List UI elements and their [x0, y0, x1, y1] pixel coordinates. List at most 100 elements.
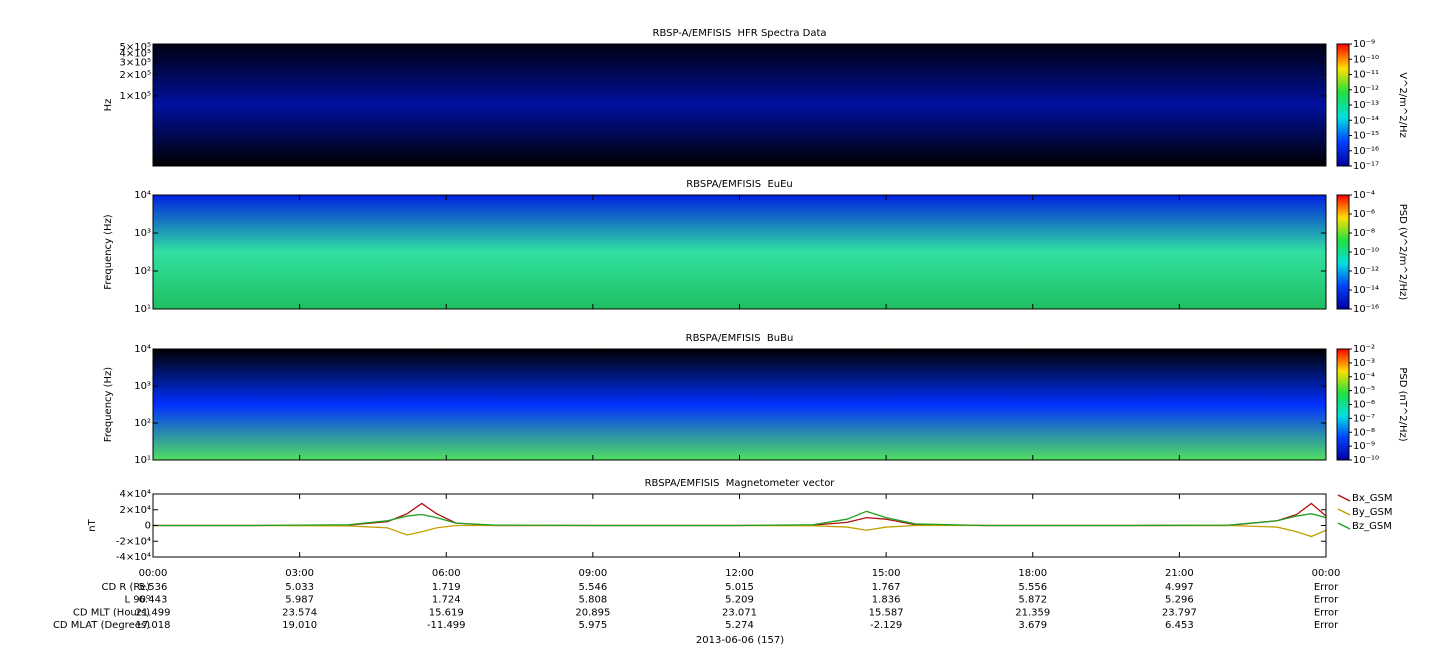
y-tick-label: 2×10⁵: [120, 70, 151, 81]
colorbar-tick-label: 10⁻¹⁰: [1353, 54, 1379, 65]
colorbar-tick-label: 10⁻⁶: [1353, 400, 1375, 411]
ephemeris-value: 1.767: [872, 582, 901, 593]
colorbar-tick-label: 10⁻⁶: [1353, 209, 1375, 220]
ephemeris-value: 1.836: [872, 595, 901, 606]
legend-label: Bx_GSM: [1352, 493, 1393, 504]
series-line: [153, 502, 1327, 527]
ephemeris-value: 6.453: [1165, 620, 1194, 631]
colorbar-tick-label: 10⁻¹³: [1353, 100, 1379, 111]
y-tick-label: 10¹: [134, 304, 151, 315]
colorbar-tick-label: 10⁻⁴: [1353, 190, 1375, 201]
legend-label: By_GSM: [1352, 507, 1393, 518]
y-tick-label: 4×10⁴: [120, 489, 151, 500]
spectrogram-image: [153, 349, 1326, 460]
ephemeris-value: 5.546: [579, 582, 608, 593]
ephemeris-value: 5.975: [579, 620, 608, 631]
ephemeris-value: 5.536: [139, 582, 168, 593]
ephemeris-value: 21.499: [136, 607, 171, 618]
colorbar-label: PSD (V^2/m^2/Hz): [1397, 204, 1408, 301]
ephemeris-value: 6.443: [139, 595, 168, 606]
colorbar: [1336, 43, 1350, 167]
ephemeris-value: 23.797: [1162, 607, 1197, 618]
colorbar-tick-label: 10⁻¹²: [1353, 85, 1379, 96]
colorbar: [1336, 194, 1350, 310]
y-tick-label: 10⁴: [134, 344, 151, 355]
x-tick-label: 09:00: [578, 568, 607, 579]
ephemeris-value: Error: [1314, 595, 1339, 606]
panel-title: RBSPA/EMFISIS BuBu: [686, 333, 794, 344]
ephemeris-label: CD MLAT (Degrees): [53, 620, 150, 631]
colorbar-tick-label: 10⁻³: [1353, 358, 1375, 369]
colorbar-tick-label: 10⁻¹⁶: [1353, 304, 1379, 315]
colorbar-tick-label: 10⁻²: [1353, 344, 1375, 355]
ephemeris-value: 4.997: [1165, 582, 1194, 593]
ephemeris-value: Error: [1314, 620, 1339, 631]
ephemeris-label: CD MLT (Hours): [73, 607, 150, 618]
y-axis-label: Frequency (Hz): [103, 214, 114, 290]
spectrogram-image: [153, 195, 1326, 309]
y-tick-label: -4×10⁴: [116, 552, 151, 563]
ephemeris-value: 5.987: [285, 595, 314, 606]
y-axis-label: Hz: [103, 99, 114, 112]
ephemeris-label: L 90⁰: [125, 595, 150, 606]
ephemeris-value: 5.872: [1018, 595, 1047, 606]
y-tick-label: 0: [145, 521, 151, 532]
ephemeris-value: 1.719: [432, 582, 461, 593]
colorbar-label: V^2/m^2/Hz: [1397, 72, 1408, 138]
ephemeris-value: 5.033: [285, 582, 314, 593]
ephemeris-value: 15.619: [429, 607, 464, 618]
colorbar-tick-label: 10⁻⁸: [1353, 427, 1375, 438]
ephemeris-label: CD R (Re): [102, 582, 151, 593]
colorbar-tick-label: 10⁻¹⁰: [1353, 247, 1379, 258]
x-tick-label: 12:00: [725, 568, 754, 579]
panel-title: RBSP-A/EMFISIS HFR Spectra Data: [653, 28, 827, 39]
ephemeris-value: Error: [1314, 607, 1339, 618]
y-tick-label: 10³: [134, 381, 151, 392]
ephemeris-value: 5.556: [1018, 582, 1047, 593]
ephemeris-value: 17.018: [136, 620, 171, 631]
panel-title: RBSPA/EMFISIS Magnetometer vector: [645, 478, 836, 489]
x-tick-label: 18:00: [1018, 568, 1047, 579]
colorbar-tick-label: 10⁻¹⁵: [1353, 131, 1379, 142]
series-line: [153, 524, 1327, 538]
y-tick-label: 10¹: [134, 455, 151, 466]
colorbar-tick-label: 10⁻¹⁴: [1353, 115, 1379, 126]
colorbar-tick-label: 10⁻¹⁶: [1353, 146, 1379, 157]
x-tick-label: 03:00: [285, 568, 314, 579]
y-tick-label: 10³: [134, 228, 151, 239]
ephemeris-value: 23.071: [722, 607, 757, 618]
ephemeris-value: 19.010: [282, 620, 317, 631]
legend-swatch: [1337, 494, 1351, 502]
x-tick-label: 15:00: [872, 568, 901, 579]
y-tick-label: 5×10⁵: [120, 42, 151, 53]
date-label: 2013-06-06 (157): [696, 635, 784, 646]
ephemeris-value: -2.129: [870, 620, 902, 631]
panel-title: RBSPA/EMFISIS EuEu: [686, 179, 793, 190]
x-tick-label: 00:00: [1312, 568, 1341, 579]
ephemeris-value: 5.808: [579, 595, 608, 606]
y-tick-label: 4×10⁵: [120, 49, 151, 60]
ephemeris-value: 15.587: [869, 607, 904, 618]
y-tick-label: 2×10⁴: [120, 505, 151, 516]
ephemeris-value: 1.724: [432, 595, 461, 606]
ephemeris-value: 5.015: [725, 582, 754, 593]
y-tick-label: -2×10⁴: [116, 536, 151, 547]
colorbar-tick-label: 10⁻⁵: [1353, 386, 1375, 397]
colorbar-label: PSD (nT^2/Hz): [1397, 367, 1408, 441]
series-line: [153, 510, 1327, 527]
ephemeris-value: Error: [1314, 582, 1339, 593]
colorbar-tick-label: 10⁻⁷: [1353, 413, 1375, 424]
ephemeris-value: 3.679: [1018, 620, 1047, 631]
ephemeris-value: 5.296: [1165, 595, 1194, 606]
colorbar-tick-label: 10⁻¹²: [1353, 266, 1379, 277]
y-tick-label: 3×10⁵: [120, 57, 151, 68]
spectrogram-image: [153, 44, 1326, 166]
x-tick-label: 00:00: [139, 568, 168, 579]
x-tick-label: 21:00: [1165, 568, 1194, 579]
y-axis-label: nT: [87, 518, 98, 531]
colorbar-tick-label: 10⁻⁹: [1353, 39, 1375, 50]
y-tick-label: 1×10⁵: [120, 91, 151, 102]
colorbar-tick-label: 10⁻¹⁷: [1353, 161, 1379, 172]
y-tick-label: 10⁴: [134, 190, 151, 201]
